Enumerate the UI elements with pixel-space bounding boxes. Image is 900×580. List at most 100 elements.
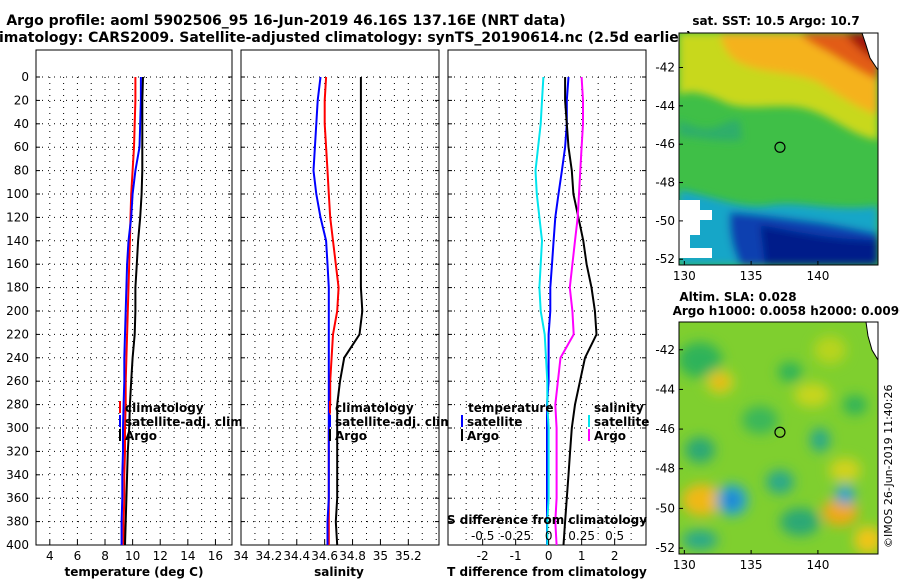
depth-tick-label: 380 [6,515,29,529]
s-difference-label: S difference from climatology [447,513,647,527]
sst-map-title: sat. SST: 10.5 Argo: 10.7 [692,14,859,28]
sla-field [679,322,878,554]
x-tick-label: 16 [208,549,223,563]
map-y-tick-label: -48 [655,462,675,476]
sla-map-frame [678,321,879,555]
legend-t-satellite-label: satellite [467,415,522,429]
map-y-tick-label: -48 [655,176,675,190]
depth-tick-label: 120 [6,210,29,224]
salinity-x-label: salinity [314,565,364,579]
depth-tick-label: 280 [6,398,29,412]
sla-map-subtitle: Argo h1000: 0.0058 h2000: 0.0096 [673,304,900,318]
legend-s-argo-label: Argo [594,429,626,443]
x-tick-label: 1 [578,549,586,563]
x-tick-label: 34.4 [283,549,310,563]
depth-tick-label: 220 [6,327,29,341]
depth-tick-label: 40 [14,117,29,131]
legend-s-satellite-label: satellite [594,415,649,429]
sst-x-ticks: 130 135 140 [673,261,829,283]
series-line-satellite-adj-clim- [120,77,142,545]
x-tick-label: 2 [611,549,619,563]
series-line-t-satellite [546,76,570,545]
s-tick-label: -0.5 [471,529,494,543]
series-line-t-argo [562,77,598,546]
land-outline [865,322,878,361]
x-tick-label: 4 [46,549,54,563]
series-line-argo [334,77,364,546]
map-y-tick-label: -50 [655,501,675,515]
map-y-tick-label: -52 [655,252,675,266]
difference-legend: temperature satellite Argo salinity sate… [461,401,649,443]
depth-tick-label: 320 [6,444,29,458]
salinity-x-ticks: 34 34.2 34.4 34.6 34.8 35 35.2 [233,540,422,563]
sla-y-ticks: -42 -44 -46 -48 -50 -52 [655,343,683,555]
sst-map: sat. SST: 10.5 Argo: 10.7 130 135 140 -42 -… [655,14,879,283]
map-x-tick-label: 130 [673,269,696,283]
depth-tick-label: 240 [6,351,29,365]
x-tick-label: 14 [180,549,195,563]
map-y-tick-label: -52 [655,541,675,555]
x-tick-label: 35.2 [395,549,422,563]
depth-tick-label: 260 [6,374,29,388]
t-difference-label: T difference from climatology [447,565,647,579]
salinity-lines [312,76,364,546]
x-tick-label: 34.6 [311,549,338,563]
s-tick-label: 0 [545,529,553,543]
sla-map: Altim. SLA: 0.028 Argo h1000: 0.0058 h20… [655,290,900,572]
sst-map-frame [678,32,879,266]
land-outline [861,33,878,71]
temperature-lines [120,76,144,546]
legend-temperature-title: temperature [468,401,553,415]
series-line-satellite-adj-clim- [312,76,330,545]
temperature-legend: climatology satellite-adj. clim. Argo [119,401,247,443]
series-line-climatology [122,77,137,545]
legend-satellite-label: satellite-adj. clim. [125,415,247,429]
legend-salinity-title: salinity [594,401,644,415]
salinity-panel: 34 34.2 34.4 34.6 34.8 35 35.2 salinity climat… [233,49,457,579]
depth-tick-label: 160 [6,257,29,271]
depth-tick-label: 140 [6,234,29,248]
temperature-panel: 4 6 8 10 12 14 16 temperature (deg C) climatol… [35,49,247,579]
temperature-x-label: temperature (deg C) [65,565,204,579]
x-tick-label: 8 [101,549,109,563]
temperature-x-ticks: 4 6 8 10 12 14 16 [46,540,223,563]
depth-tick-label: 80 [14,164,29,178]
map-x-tick-label: 130 [673,558,696,572]
x-tick-label: 35 [373,549,388,563]
x-tick-label: 10 [125,549,140,563]
x-tick-label: 0 [545,549,553,563]
depth-tick-label: 180 [6,281,29,295]
map-y-tick-label: -42 [655,61,675,75]
map-y-tick-label: -46 [655,422,675,436]
legend-climatology-label: climatology [335,401,414,415]
sst-field [679,33,878,265]
difference-s-ticks: -0.5 -0.25 0 0.25 0.5 [471,529,624,543]
series-line-argo [124,76,144,546]
map-y-tick-label: -44 [655,382,675,396]
legend-t-argo-label: Argo [467,429,499,443]
argo-position-marker [774,141,786,153]
difference-lines [534,76,598,546]
legend-satellite-label: satellite-adj. clim. [335,415,457,429]
map-y-tick-label: -46 [655,137,675,151]
x-tick-label: -2 [477,549,489,563]
map-y-tick-label: -44 [655,99,675,113]
argo-position-marker [774,426,786,438]
credit-text: ©IMOS 26-Jun-2019 11:40:26 [882,384,895,548]
sla-x-ticks: 130 135 140 [673,550,829,572]
sla-map-title: Altim. SLA: 0.028 [679,290,796,304]
depth-tick-label: 400 [6,538,29,552]
difference-x-ticks: -2 -1 0 1 2 [477,540,619,563]
map-x-tick-label: 140 [806,269,829,283]
salinity-plot-frame [240,49,440,546]
salinity-grid [241,76,439,546]
salinity-legend: climatology satellite-adj. clim. Argo [329,401,457,443]
title-line-2: Climatology: CARS2009. Satellite-adjuste… [0,30,692,46]
map-y-tick-label: -42 [655,343,675,357]
s-tick-label: 0.5 [605,529,624,543]
series-line-s-satellite [534,76,550,545]
depth-tick-label: 340 [6,468,29,482]
depth-tick-label: 360 [6,491,29,505]
sst-y-ticks: -42 -44 -46 -48 -50 -52 [655,61,683,266]
